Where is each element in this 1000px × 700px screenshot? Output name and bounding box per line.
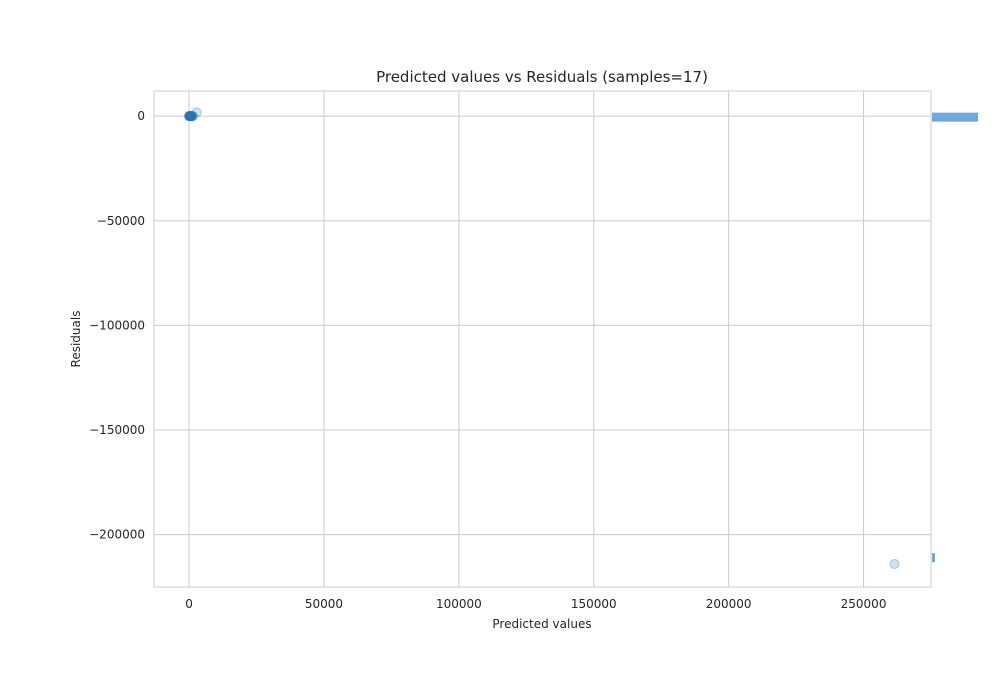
x-axis-ticks: 0 50000 100000 150000 200000 250000 — [185, 597, 886, 611]
scatter-point — [186, 111, 197, 122]
scatter-point — [184, 111, 195, 122]
histogram-bar — [932, 112, 978, 122]
scatter-point — [184, 111, 195, 122]
y-tick-label: 0 — [137, 109, 145, 123]
x-tick-label: 0 — [185, 597, 193, 611]
y-tick-label: −150000 — [89, 423, 145, 437]
chart-title: Predicted values vs Residuals (samples=1… — [376, 68, 708, 86]
scatter-point — [188, 111, 199, 122]
scatter-point — [184, 111, 195, 122]
grid-lines — [154, 91, 931, 587]
scatter-point — [184, 111, 195, 122]
scatter-point — [186, 111, 197, 122]
x-tick-label: 250000 — [841, 597, 887, 611]
scatter-point — [191, 107, 202, 118]
y-tick-label: −50000 — [97, 214, 145, 228]
scatter-point — [187, 111, 198, 122]
x-tick-label: 100000 — [436, 597, 482, 611]
scatter-point — [185, 111, 196, 122]
x-tick-label: 50000 — [305, 597, 343, 611]
y-tick-label: −100000 — [89, 318, 145, 332]
histogram-bar — [932, 553, 935, 563]
x-tick-label: 150000 — [571, 597, 617, 611]
plot-area-frame — [153, 90, 932, 588]
scatter-point — [889, 558, 900, 569]
scatter-point — [184, 111, 195, 122]
scatter-points — [184, 107, 900, 569]
x-tick-label: 200000 — [706, 597, 752, 611]
scatter-point — [185, 111, 196, 122]
y-axis-label: Residuals — [69, 311, 83, 368]
scatter-point — [184, 111, 195, 122]
scatter-point — [185, 111, 196, 122]
scatter-point — [185, 111, 196, 122]
x-axis-label: Predicted values — [492, 617, 591, 631]
y-tick-label: −200000 — [89, 528, 145, 542]
scatter-point — [184, 111, 195, 122]
y-axis-ticks: 0 −50000 −100000 −150000 −200000 — [89, 109, 145, 542]
residual-histogram — [932, 112, 978, 563]
